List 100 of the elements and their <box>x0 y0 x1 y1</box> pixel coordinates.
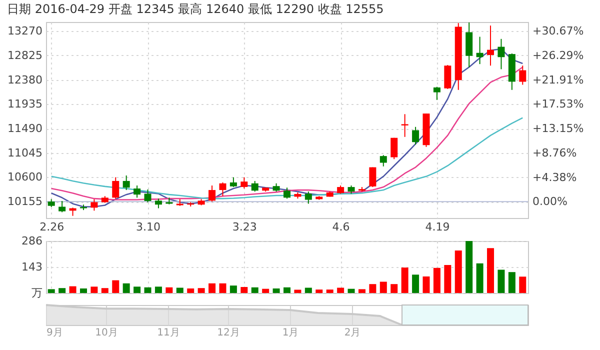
line-series <box>50 117 524 200</box>
bar <box>326 290 334 293</box>
candlestick <box>58 200 66 213</box>
x-tick-label: 3.23 <box>232 220 257 234</box>
bar <box>112 280 120 293</box>
y-tick-label: 万 <box>32 286 42 300</box>
y2-tick-label: +13.15% <box>532 122 584 136</box>
bar <box>304 288 312 293</box>
candlestick <box>90 198 98 212</box>
y-tick-label: 12825 <box>8 48 42 62</box>
y2-tick-label: 0.00% <box>532 195 568 208</box>
bar <box>454 250 462 293</box>
candlestick <box>304 191 312 204</box>
bar <box>272 288 280 293</box>
y-tick-label: 286 <box>22 234 42 248</box>
y2-tick-label: +26.29% <box>532 49 584 62</box>
line-series <box>50 48 524 208</box>
bar <box>412 274 420 293</box>
bar <box>90 286 98 293</box>
candlestick <box>251 180 258 192</box>
y-tick-label: 143 <box>22 260 42 274</box>
bar <box>262 288 270 293</box>
bar <box>401 268 408 293</box>
bar <box>476 263 484 293</box>
candlestick <box>498 38 505 70</box>
y2-tick-label: +17.53% <box>532 98 584 111</box>
bar <box>219 283 226 293</box>
bar <box>358 289 366 293</box>
bar <box>316 290 323 293</box>
candlestick <box>369 166 376 188</box>
candlestick <box>466 22 473 68</box>
candlestick <box>444 64 452 90</box>
candlestick <box>240 176 248 190</box>
candlestick <box>208 184 216 202</box>
bar <box>48 289 55 293</box>
bar <box>433 268 440 293</box>
candlestick <box>112 176 120 200</box>
x-tick-label: 3.10 <box>136 220 161 234</box>
y-tick-label: 10600 <box>8 170 42 184</box>
candlestick <box>230 176 237 188</box>
bar <box>294 290 302 293</box>
candlestick <box>519 65 526 86</box>
x-tick-label: 11月 <box>157 328 180 338</box>
bar <box>284 287 290 293</box>
bar <box>519 276 526 293</box>
y-tick-label: 11490 <box>8 122 42 136</box>
bar <box>101 288 108 293</box>
candlestick <box>380 154 387 167</box>
bar <box>240 287 248 293</box>
y-tick-label: 13270 <box>8 24 42 38</box>
bar <box>508 272 516 293</box>
line-series <box>50 66 524 200</box>
candlestick <box>154 198 162 209</box>
bar <box>348 288 355 293</box>
bar <box>390 284 398 293</box>
bar <box>369 284 376 293</box>
candlestick <box>433 86 440 100</box>
bar <box>176 288 184 293</box>
candlestick <box>219 182 226 197</box>
bar <box>466 241 473 293</box>
candlestick <box>390 137 398 160</box>
y-tick-label: 12380 <box>8 73 42 86</box>
y2-tick-label: +4.38% <box>532 170 577 184</box>
chart-title: 日期 2016-04-29 开盘 12345 最高 12640 最低 12290 收盘 12555 <box>7 2 384 16</box>
bar <box>187 288 194 293</box>
candlestick <box>487 25 494 66</box>
bar <box>487 248 494 293</box>
y-tick-label: 11935 <box>8 98 42 111</box>
bar <box>69 286 76 293</box>
bar <box>144 287 152 293</box>
candlestick <box>476 36 484 65</box>
x-tick-label: 9月 <box>46 328 63 338</box>
y2-tick-label: +21.91% <box>532 73 584 86</box>
candlestick <box>122 174 130 191</box>
x-tick-label: 12月 <box>217 328 240 338</box>
bar <box>337 288 344 293</box>
x-tick-label: 4.6 <box>332 220 350 234</box>
y2-tick-label: +8.76% <box>532 146 577 160</box>
x-tick-label: 2月 <box>344 328 361 338</box>
bar <box>166 287 173 293</box>
x-tick-label: 2.26 <box>40 220 64 234</box>
bar <box>422 276 430 293</box>
bar <box>380 282 387 293</box>
bar <box>58 288 66 293</box>
y-tick-label: 10155 <box>8 195 42 208</box>
bar <box>154 286 162 293</box>
bar <box>444 265 452 293</box>
candlestick <box>401 114 408 138</box>
candlestick <box>134 184 141 198</box>
bar <box>80 288 87 293</box>
bar <box>122 283 130 293</box>
x-tick-label: 10月 <box>95 328 118 338</box>
candlestick <box>284 187 290 200</box>
bar <box>208 283 216 293</box>
bar <box>251 287 258 293</box>
y-tick-label: 11045 <box>8 146 42 160</box>
bar <box>230 286 237 293</box>
candlestick <box>144 188 152 203</box>
x-tick-label: 4.19 <box>425 220 450 234</box>
bar <box>198 288 205 293</box>
